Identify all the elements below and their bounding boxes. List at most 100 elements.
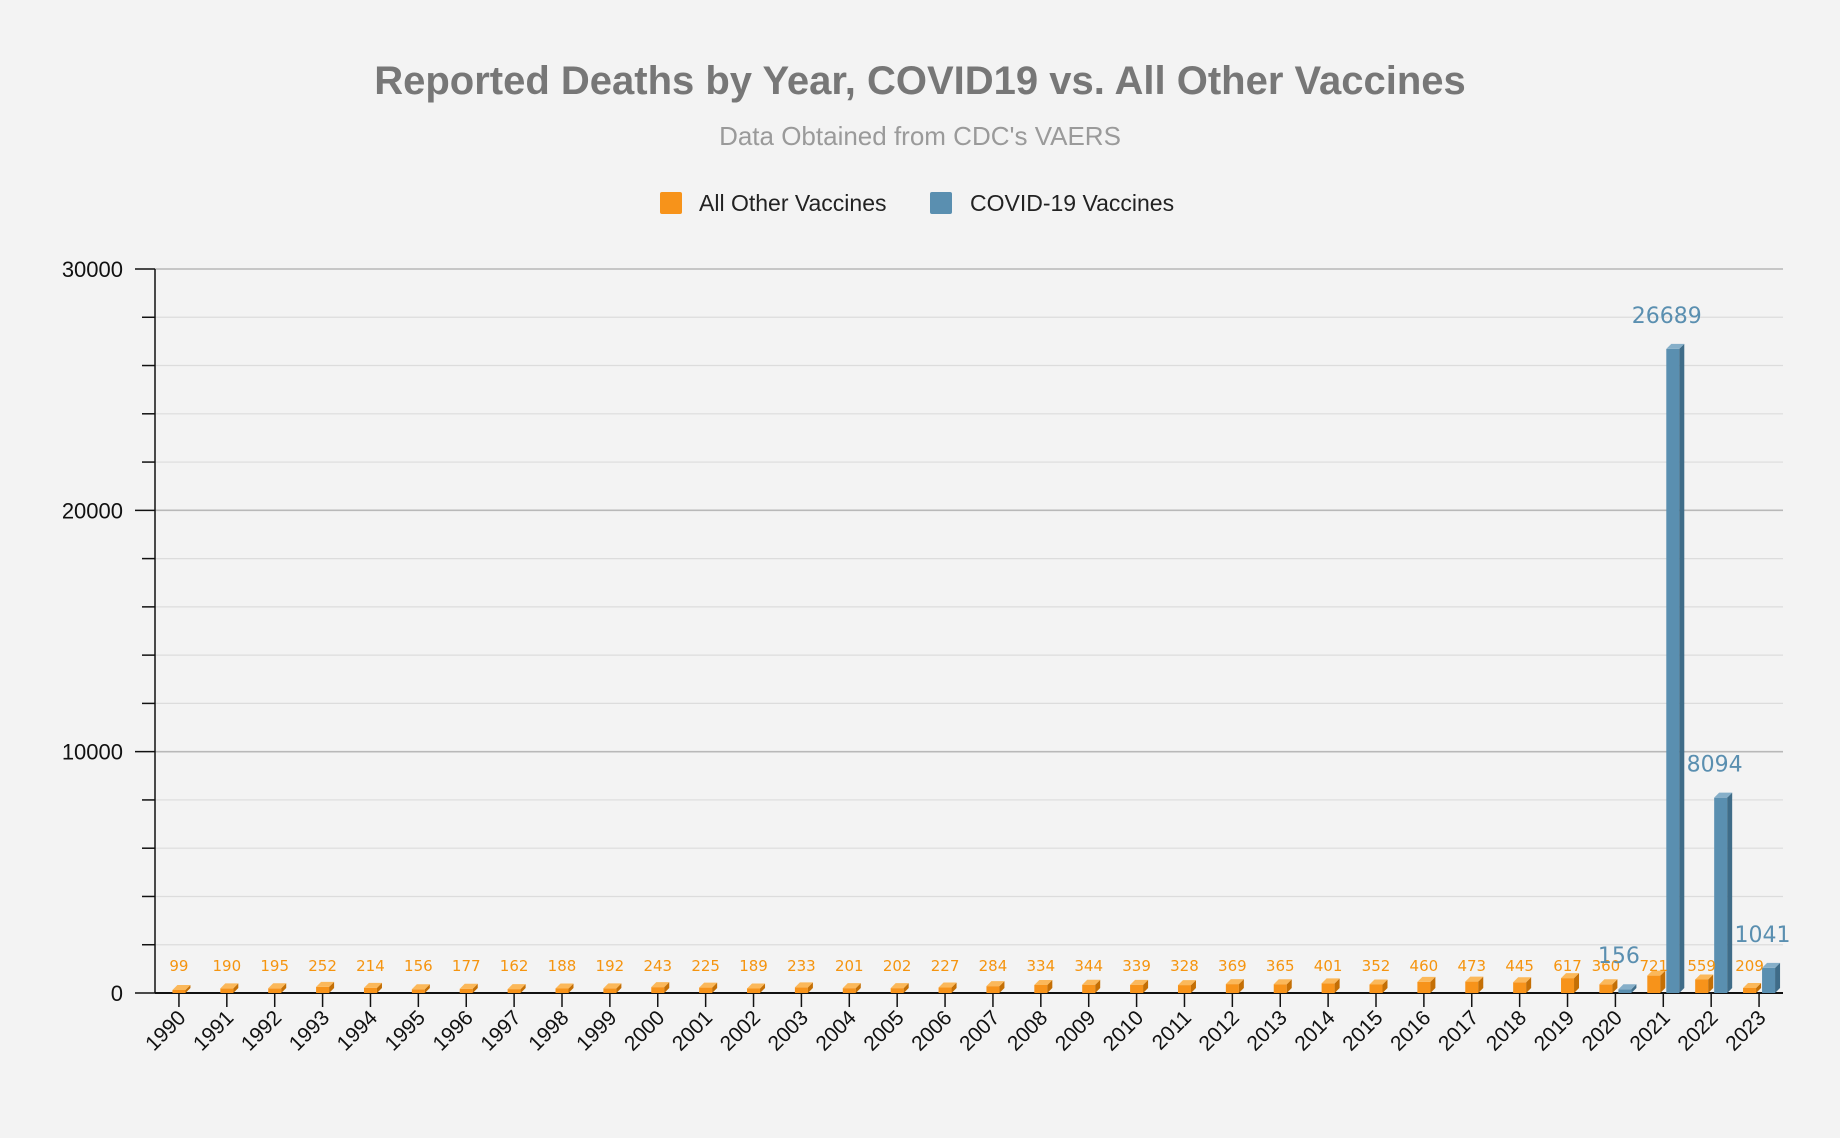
- x-tick-label: 2008: [1003, 1006, 1052, 1055]
- bar-other[interactable]: [459, 983, 478, 993]
- bar-other-front: [555, 988, 569, 993]
- bar-covid-top: [1762, 962, 1781, 968]
- legend-swatch-covid: [930, 192, 952, 214]
- bar-other[interactable]: [411, 984, 430, 993]
- bar-other-top: [794, 982, 813, 988]
- x-tick-label: 2011: [1148, 1006, 1196, 1054]
- x-tick-label: 2010: [1099, 1006, 1148, 1055]
- bar-other[interactable]: [507, 984, 526, 993]
- chart-title: Reported Deaths by Year, COVID19 vs. All…: [374, 59, 1466, 103]
- bar-other-side: [1143, 979, 1149, 993]
- data-label-other: 721: [1639, 957, 1668, 975]
- bar-other[interactable]: [1465, 976, 1484, 993]
- data-label-other: 162: [500, 957, 529, 975]
- bar-other-front: [1034, 984, 1048, 993]
- bar-covid[interactable]: [1618, 984, 1637, 993]
- bar-other[interactable]: [986, 981, 1005, 993]
- bar-other[interactable]: [1321, 978, 1340, 993]
- bar-other-front: [220, 988, 234, 993]
- y-tick-label: 0: [111, 981, 123, 1006]
- bar-other-side: [1612, 979, 1618, 993]
- bar-other-front: [1513, 982, 1527, 993]
- bar-other-front: [363, 987, 377, 993]
- bar-other-top: [1743, 982, 1762, 988]
- bar-other-front: [1647, 975, 1661, 993]
- bar-other-top: [411, 984, 430, 990]
- data-label-other: 328: [1170, 957, 1199, 975]
- x-tick-label: 2018: [1482, 1006, 1531, 1055]
- bar-other[interactable]: [1561, 973, 1580, 993]
- data-label-other: 188: [548, 957, 577, 975]
- data-label-other: 156: [404, 957, 433, 975]
- bar-other[interactable]: [842, 983, 861, 993]
- data-label-covid: 26689: [1632, 304, 1702, 329]
- bar-other[interactable]: [794, 982, 813, 993]
- bar-covid[interactable]: [1762, 962, 1781, 993]
- legend-item-other[interactable]: All Other Vaccines: [660, 190, 886, 216]
- bar-other[interactable]: [363, 982, 382, 993]
- x-tick-label: 2001: [668, 1006, 717, 1055]
- data-label-other: 225: [691, 957, 720, 975]
- data-label-other: 401: [1314, 957, 1343, 975]
- y-tick-label: 10000: [62, 740, 123, 765]
- bar-other-front: [1695, 979, 1709, 993]
- bar-other[interactable]: [172, 985, 191, 993]
- bar-other-front: [411, 989, 425, 993]
- bar-other-side: [855, 983, 861, 993]
- bar-other-top: [1513, 977, 1532, 983]
- bar-other[interactable]: [268, 983, 287, 993]
- bar-other-top: [1599, 979, 1618, 985]
- bar-other[interactable]: [1647, 970, 1666, 993]
- bar-other[interactable]: [1034, 979, 1053, 993]
- bar-other-side: [472, 983, 478, 993]
- data-label-other: 617: [1553, 957, 1582, 975]
- bar-other[interactable]: [220, 983, 239, 993]
- bar-other[interactable]: [890, 983, 909, 993]
- bar-covid[interactable]: [1666, 343, 1685, 993]
- x-tick-label: 2004: [812, 1006, 862, 1056]
- bar-other-side: [329, 981, 335, 993]
- bar-other-top: [268, 983, 287, 989]
- bar-covid-front: [1666, 348, 1680, 993]
- bar-other-front: [1130, 984, 1144, 993]
- bar-other-side: [1095, 979, 1101, 993]
- bar-other[interactable]: [603, 983, 622, 993]
- bar-other[interactable]: [1273, 979, 1292, 993]
- bar-other-front: [603, 988, 617, 993]
- bar-other[interactable]: [1417, 976, 1436, 993]
- data-label-other: 192: [596, 957, 625, 975]
- x-tick-label: 1990: [141, 1006, 190, 1055]
- bar-covid[interactable]: [1714, 792, 1733, 993]
- bar-other-top: [1695, 974, 1714, 980]
- bar-other[interactable]: [1513, 977, 1532, 993]
- bar-other[interactable]: [699, 982, 718, 993]
- bar-other-top: [1082, 979, 1101, 985]
- data-label-other: 339: [1122, 957, 1151, 975]
- bar-other[interactable]: [555, 983, 574, 993]
- bars: [172, 343, 1781, 993]
- bar-other[interactable]: [316, 981, 335, 993]
- bar-other-side: [712, 982, 718, 993]
- bar-other-side: [1047, 979, 1053, 993]
- chart-subtitle: Data Obtained from CDC's VAERS: [719, 121, 1121, 151]
- legend-item-covid[interactable]: COVID-19 Vaccines: [930, 190, 1174, 216]
- x-tick-label: 2015: [1338, 1006, 1387, 1055]
- data-label-other: 365: [1266, 957, 1295, 975]
- data-label-other: 559: [1687, 957, 1716, 975]
- bar-other[interactable]: [938, 982, 957, 993]
- bar-other[interactable]: [1082, 979, 1101, 993]
- x-tick-label: 1997: [476, 1006, 525, 1055]
- bar-other[interactable]: [1599, 979, 1618, 993]
- bar-other[interactable]: [1369, 979, 1388, 993]
- bar-other[interactable]: [747, 983, 766, 993]
- bar-other-side: [1334, 978, 1340, 993]
- bar-other[interactable]: [1695, 974, 1714, 993]
- bar-other[interactable]: [1130, 979, 1149, 993]
- bar-other[interactable]: [1743, 982, 1762, 993]
- bar-other[interactable]: [651, 982, 670, 993]
- x-tick-label: 1995: [381, 1006, 430, 1055]
- bar-other-side: [520, 984, 526, 993]
- bar-other[interactable]: [1225, 979, 1244, 993]
- bar-other[interactable]: [1177, 980, 1196, 993]
